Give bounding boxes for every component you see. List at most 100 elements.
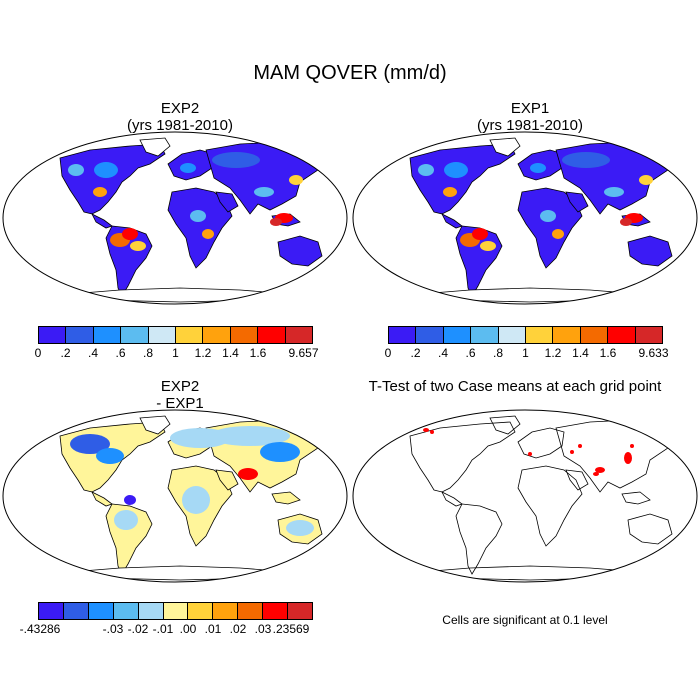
diff-colorbar-swatch	[288, 603, 312, 619]
exp1-map-field-patch	[620, 218, 632, 226]
exp2-colorbar-tick-label: 1.6	[249, 346, 267, 360]
exp1-colorbar-tick-label: 0	[384, 346, 392, 360]
diff-colorbar-tick-label: .02	[229, 622, 247, 636]
diff-map-field-patch	[182, 486, 210, 514]
exp1-colorbar-swatch	[471, 327, 499, 343]
exp1-map-landmass	[419, 287, 641, 303]
ttest-map-frame	[352, 409, 698, 583]
exp1-map	[352, 131, 698, 305]
exp1-title-line2: (yrs 1981-2010)	[477, 117, 583, 134]
ttest-map-landmass	[441, 491, 463, 507]
exp1-colorbar-tick-label: 1.6	[599, 346, 617, 360]
ttest-map-field-patch	[423, 428, 429, 432]
exp2-map-landmass	[69, 287, 291, 303]
exp2-map-field-patch	[93, 187, 107, 197]
diff-map-landmass	[139, 415, 171, 435]
exp1-colorbar-tick-label: 1.2	[544, 346, 562, 360]
exp1-map-field-patch	[418, 164, 434, 176]
exp1-title-line1: EXP1	[510, 100, 550, 117]
exp2-map-field-patch	[68, 164, 84, 176]
exp1-map-landmass	[489, 137, 521, 157]
exp1-map-field-patch	[562, 152, 610, 168]
diff-map-field-patch	[286, 520, 314, 536]
diff-colorbar-swatch	[163, 603, 189, 619]
exp2-colorbar-swatch	[39, 327, 67, 343]
exp2-map-landmass	[91, 213, 113, 229]
ttest-map-landmass	[621, 491, 651, 505]
exp1-colorbar-swatch	[443, 327, 472, 343]
exp2-colorbar-tick-label: .8	[142, 346, 154, 360]
diff-colorbar-tick-label: .03	[254, 622, 272, 636]
exp2-colorbar-tick-label: 1.2	[194, 346, 212, 360]
ttest-map-landmass	[409, 421, 516, 493]
exp2-map-frame	[2, 131, 348, 305]
exp1-map-landmass	[517, 187, 583, 269]
exp2-map-field-patch	[270, 218, 282, 226]
ttest-map-landmass	[419, 565, 641, 581]
exp1-colorbar	[388, 326, 663, 344]
diff-colorbar-tick-label: .00	[179, 622, 197, 636]
diff-title-line2: - EXP1	[156, 395, 204, 412]
ttest-map-landmass	[555, 419, 681, 493]
exp1-map-frame	[352, 131, 698, 305]
exp1-colorbar-swatch	[498, 327, 527, 343]
ttest-map-landmass	[517, 427, 565, 459]
ttest-map-field-patch	[624, 452, 632, 464]
diff-panel-title: EXP2 - EXP1	[50, 378, 310, 412]
exp2-map-landmass	[59, 143, 166, 215]
exp2-colorbar-tick-label: .2	[60, 346, 71, 360]
exp1-map-field-patch	[472, 228, 488, 240]
exp1-colorbar-tick-label: .2	[410, 346, 421, 360]
exp1-map-field-patch	[540, 210, 556, 222]
exp1-colorbar-swatch	[580, 327, 609, 343]
exp2-map	[2, 131, 348, 305]
exp2-map-field-patch	[289, 175, 303, 185]
exp2-colorbar-tick-label: .6	[115, 346, 126, 360]
exp2-colorbar-swatch	[258, 327, 286, 343]
ttest-map-field-patch	[430, 430, 434, 434]
exp2-map-landmass	[215, 191, 239, 213]
diff-map-field-patch	[124, 495, 136, 505]
diff-colorbar-swatch	[238, 603, 264, 619]
ttest-map-field-patch	[595, 467, 605, 473]
diff-title-line1: EXP2	[160, 378, 200, 395]
exp2-colorbar-swatch	[230, 327, 259, 343]
exp1-colorbar-swatch	[389, 327, 417, 343]
exp2-map-landmass	[139, 137, 171, 157]
exp1-map-field-patch	[480, 241, 496, 251]
ttest-map-field-patch	[528, 452, 532, 456]
ttest-map-landmass	[455, 503, 503, 575]
ttest-panel-title: T-Test of two Case means at each grid po…	[368, 378, 662, 395]
diff-colorbar-tick-label: .23569	[272, 622, 310, 636]
exp2-map-field-patch	[254, 187, 274, 197]
ttest-map-field-patch	[578, 444, 582, 448]
diff-colorbar-tick-label: .01	[204, 622, 222, 636]
diff-colorbar-tick-label: -.02	[127, 622, 149, 636]
exp2-panel-title: EXP2 (yrs 1981-2010)	[50, 100, 310, 134]
exp1-colorbar-tick-label: 9.633	[638, 346, 669, 360]
exp2-map-field-patch	[130, 241, 146, 251]
ttest-map-field-patch	[593, 472, 599, 476]
exp2-colorbar-tick-label: 1	[172, 346, 179, 360]
exp1-map-field-patch	[444, 162, 468, 178]
exp1-map-landmass	[627, 235, 673, 267]
exp2-colorbar-swatch	[176, 327, 204, 343]
exp1-map-field-patch	[552, 229, 564, 239]
exp1-colorbar-tick-label: .6	[465, 346, 476, 360]
exp2-map-field-patch	[212, 152, 260, 168]
exp2-map-field-patch	[180, 163, 196, 173]
diff-map-landmass	[91, 491, 113, 507]
figure-title: MAM QOVER (mm/d)	[253, 62, 447, 84]
exp2-colorbar-ticks: 0 .2 .4 .6 .8 1 1.2 1.4 1.6 9.657	[34, 346, 319, 362]
exp2-map-field-patch	[94, 162, 118, 178]
diff-colorbar-swatch	[188, 603, 214, 619]
exp1-colorbar-ticks: 0 .2 .4 .6 .8 1 1.2 1.4 1.6 9.633	[384, 346, 669, 362]
exp2-colorbar-swatch	[66, 327, 94, 343]
exp2-title-line1: EXP2	[160, 100, 200, 117]
exp1-map-landmass	[409, 143, 516, 215]
diff-map-field-patch	[238, 468, 258, 480]
diff-map-field-patch	[70, 434, 110, 454]
exp2-colorbar-tick-label: 0	[34, 346, 42, 360]
exp1-colorbar-tick-label: .4	[437, 346, 449, 360]
exp1-colorbar-swatch	[553, 327, 581, 343]
